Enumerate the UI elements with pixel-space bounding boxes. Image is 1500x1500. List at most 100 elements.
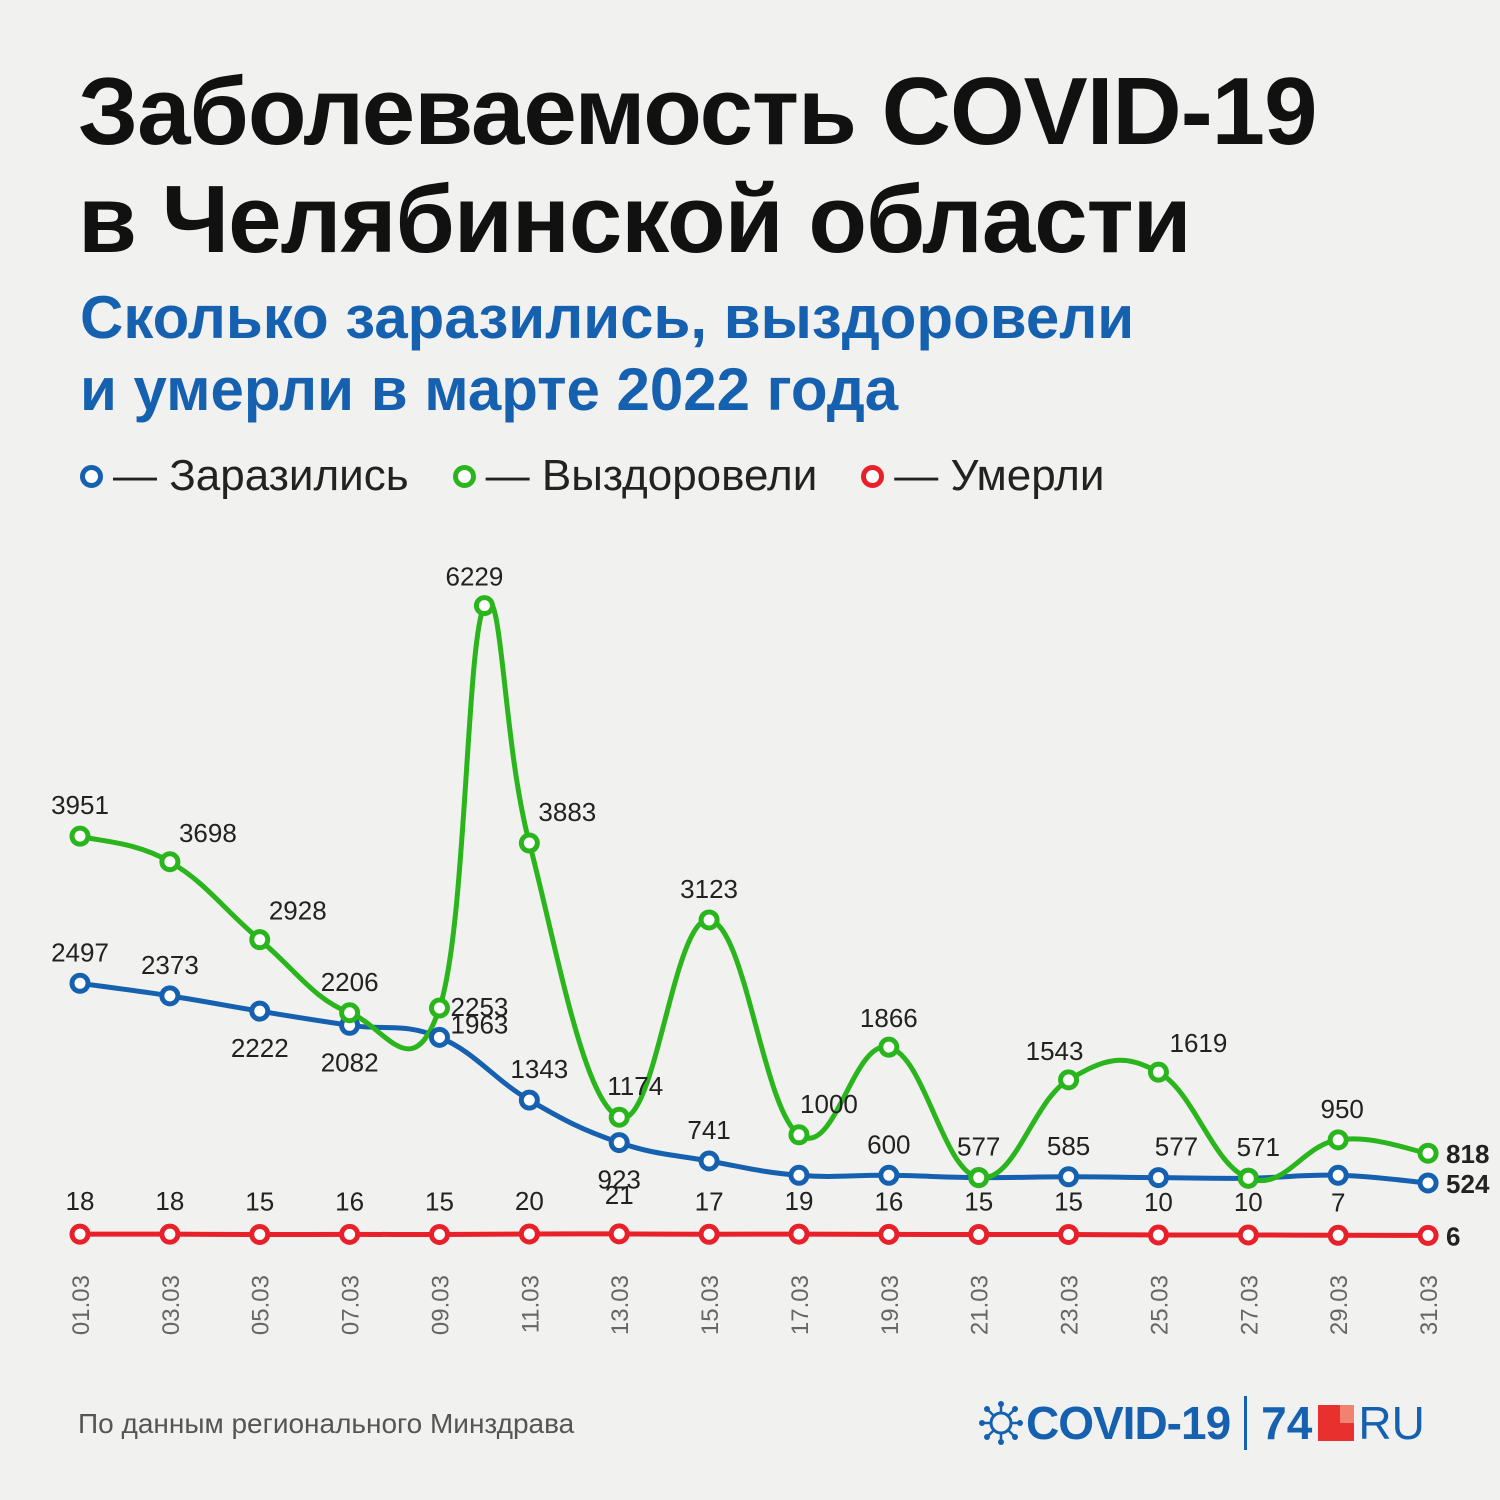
x-tick-label-1: 03.03 [158,1275,185,1335]
series-2-point-7 [698,1223,720,1245]
legend-label-died: — Умерли [894,451,1105,500]
series-1-point-0 [69,825,91,847]
series-1-point-14 [1327,1129,1349,1151]
x-tick-label-13: 27.03 [1236,1275,1263,1335]
series-0-point-12 [1147,1167,1169,1189]
series-0-label-12: 577 [1155,1132,1198,1162]
series-0-label-9: 600 [867,1129,910,1159]
series-0-label-11: 585 [1047,1131,1090,1161]
series-1-label-6: 1174 [607,1071,663,1101]
subtitle-line-1: Сколько заразились, выздоровели [80,284,1135,351]
logo-covid-text: COVID-19 [1026,1397,1231,1449]
series-0-point-7 [698,1150,720,1172]
series-1-point-8 [788,1124,810,1146]
series-1-label-14: 950 [1320,1094,1363,1124]
series-0-point-11 [1058,1166,1080,1188]
series-1-point-7 [698,909,720,931]
series-1-point-11 [1058,1069,1080,1091]
series-0-label-3: 2082 [321,1047,379,1077]
legend-marker-recovered [452,464,476,488]
series-0-point-4 [428,1026,450,1048]
series-2-label-8: 19 [784,1186,813,1216]
title-line-2: в Челябинской области [78,166,1192,273]
series-line-1 [77,599,1431,1183]
series-0-label-15: 524 [1446,1169,1490,1199]
series-1-label-10: 577 [957,1132,1000,1162]
legend-label-recovered: — Выздоровели [485,451,818,500]
series-2-point-10 [968,1223,990,1245]
series-0-point-6 [608,1132,630,1154]
page-title: Заболеваемость COVID-19 в Челябинской об… [78,58,1317,274]
series-2-point-11 [1058,1223,1080,1245]
series-1-point-13 [1237,1167,1259,1189]
legend-item-infected: — Заразились [80,451,409,501]
logo-square-icon [1318,1405,1355,1441]
x-tick-label-14: 29.03 [1326,1275,1353,1335]
series-2-point-8 [788,1223,810,1245]
series-2-point-15 [1417,1224,1439,1246]
series-1-label-9: 1866 [860,1003,918,1033]
series-1-point-12 [1147,1061,1169,1083]
series-0-point-0 [69,972,91,994]
x-tick-label-8: 17.03 [787,1275,814,1335]
series-0-label-4: 1963 [451,1009,509,1039]
series-0-point-15 [1417,1172,1439,1194]
source-note: По данным регионального Минздрава [78,1408,575,1439]
series-2-point-6 [608,1223,630,1245]
legend-marker-infected [80,464,103,488]
series-2-point-1 [159,1223,181,1245]
series-1-label-4: 2253 [451,992,509,1022]
series-2-label-6: 21 [605,1180,634,1210]
series-1-label-11: 1543 [1026,1036,1084,1066]
peak-point-0 [473,595,495,617]
x-tick-label-2: 05.03 [248,1275,275,1335]
legend-item-recovered: — Выздоровели [452,451,818,501]
series-0-point-8 [788,1164,810,1186]
x-tick-label-12: 25.03 [1146,1275,1173,1335]
series-1-label-7: 3123 [680,874,738,904]
x-tick-label-10: 21.03 [967,1275,994,1335]
x-tick-label-4: 09.03 [427,1275,454,1335]
series-0-label-5: 1343 [510,1054,568,1084]
series-2-label-9: 16 [874,1186,903,1216]
series-0-point-9 [878,1164,900,1186]
series-1-point-4 [428,997,450,1019]
series-0-label-2: 2222 [231,1033,289,1063]
series-0-label-0: 2497 [51,937,109,967]
series-2-label-13: 10 [1234,1187,1263,1217]
series-1-point-5 [518,832,540,854]
virus-icon [979,1401,1023,1445]
chart-legend: — Заразились — Выздоровели — Умерли [80,448,1104,504]
legend-label-infected: — Заразились [113,451,409,500]
series-1-label-1: 3698 [179,818,237,848]
series-2-label-4: 15 [425,1186,454,1216]
title-line-1: Заболеваемость COVID-19 [78,58,1317,165]
series-1-label-3: 2206 [321,967,379,997]
series-1-label-0: 3951 [51,790,109,820]
x-tick-label-5: 11.03 [517,1275,544,1333]
series-1-point-1 [159,851,181,873]
series-1-point-3 [339,1002,361,1024]
series-0-point-1 [159,985,181,1007]
subtitle-line-2: и умерли в марте 2022 года [80,356,899,423]
series-1-label-12: 1619 [1170,1028,1228,1058]
peak-label-0: 6229 [445,562,503,592]
series-1-point-10 [968,1167,990,1189]
series-2-point-5 [518,1223,540,1245]
x-tick-label-3: 07.03 [338,1275,365,1335]
series-2-point-12 [1147,1224,1169,1246]
covid-74ru-logo: COVID-19 74 RU [978,1388,1425,1458]
series-0-label-13: 571 [1237,1132,1280,1162]
series-2-label-2: 15 [245,1186,274,1216]
logo-number: 74 [1261,1397,1313,1449]
series-2-point-0 [69,1223,91,1245]
legend-item-died: — Умерли [861,451,1104,501]
page-subtitle: Сколько заразились, выздоровели и умерли… [80,282,1134,426]
series-2-point-14 [1327,1224,1349,1246]
series-0-point-5 [518,1089,540,1111]
series-2-point-3 [339,1223,361,1245]
x-tick-label-7: 15.03 [697,1275,724,1335]
x-tick-label-6: 13.03 [607,1275,634,1335]
x-tick-label-15: 31.03 [1416,1275,1443,1335]
